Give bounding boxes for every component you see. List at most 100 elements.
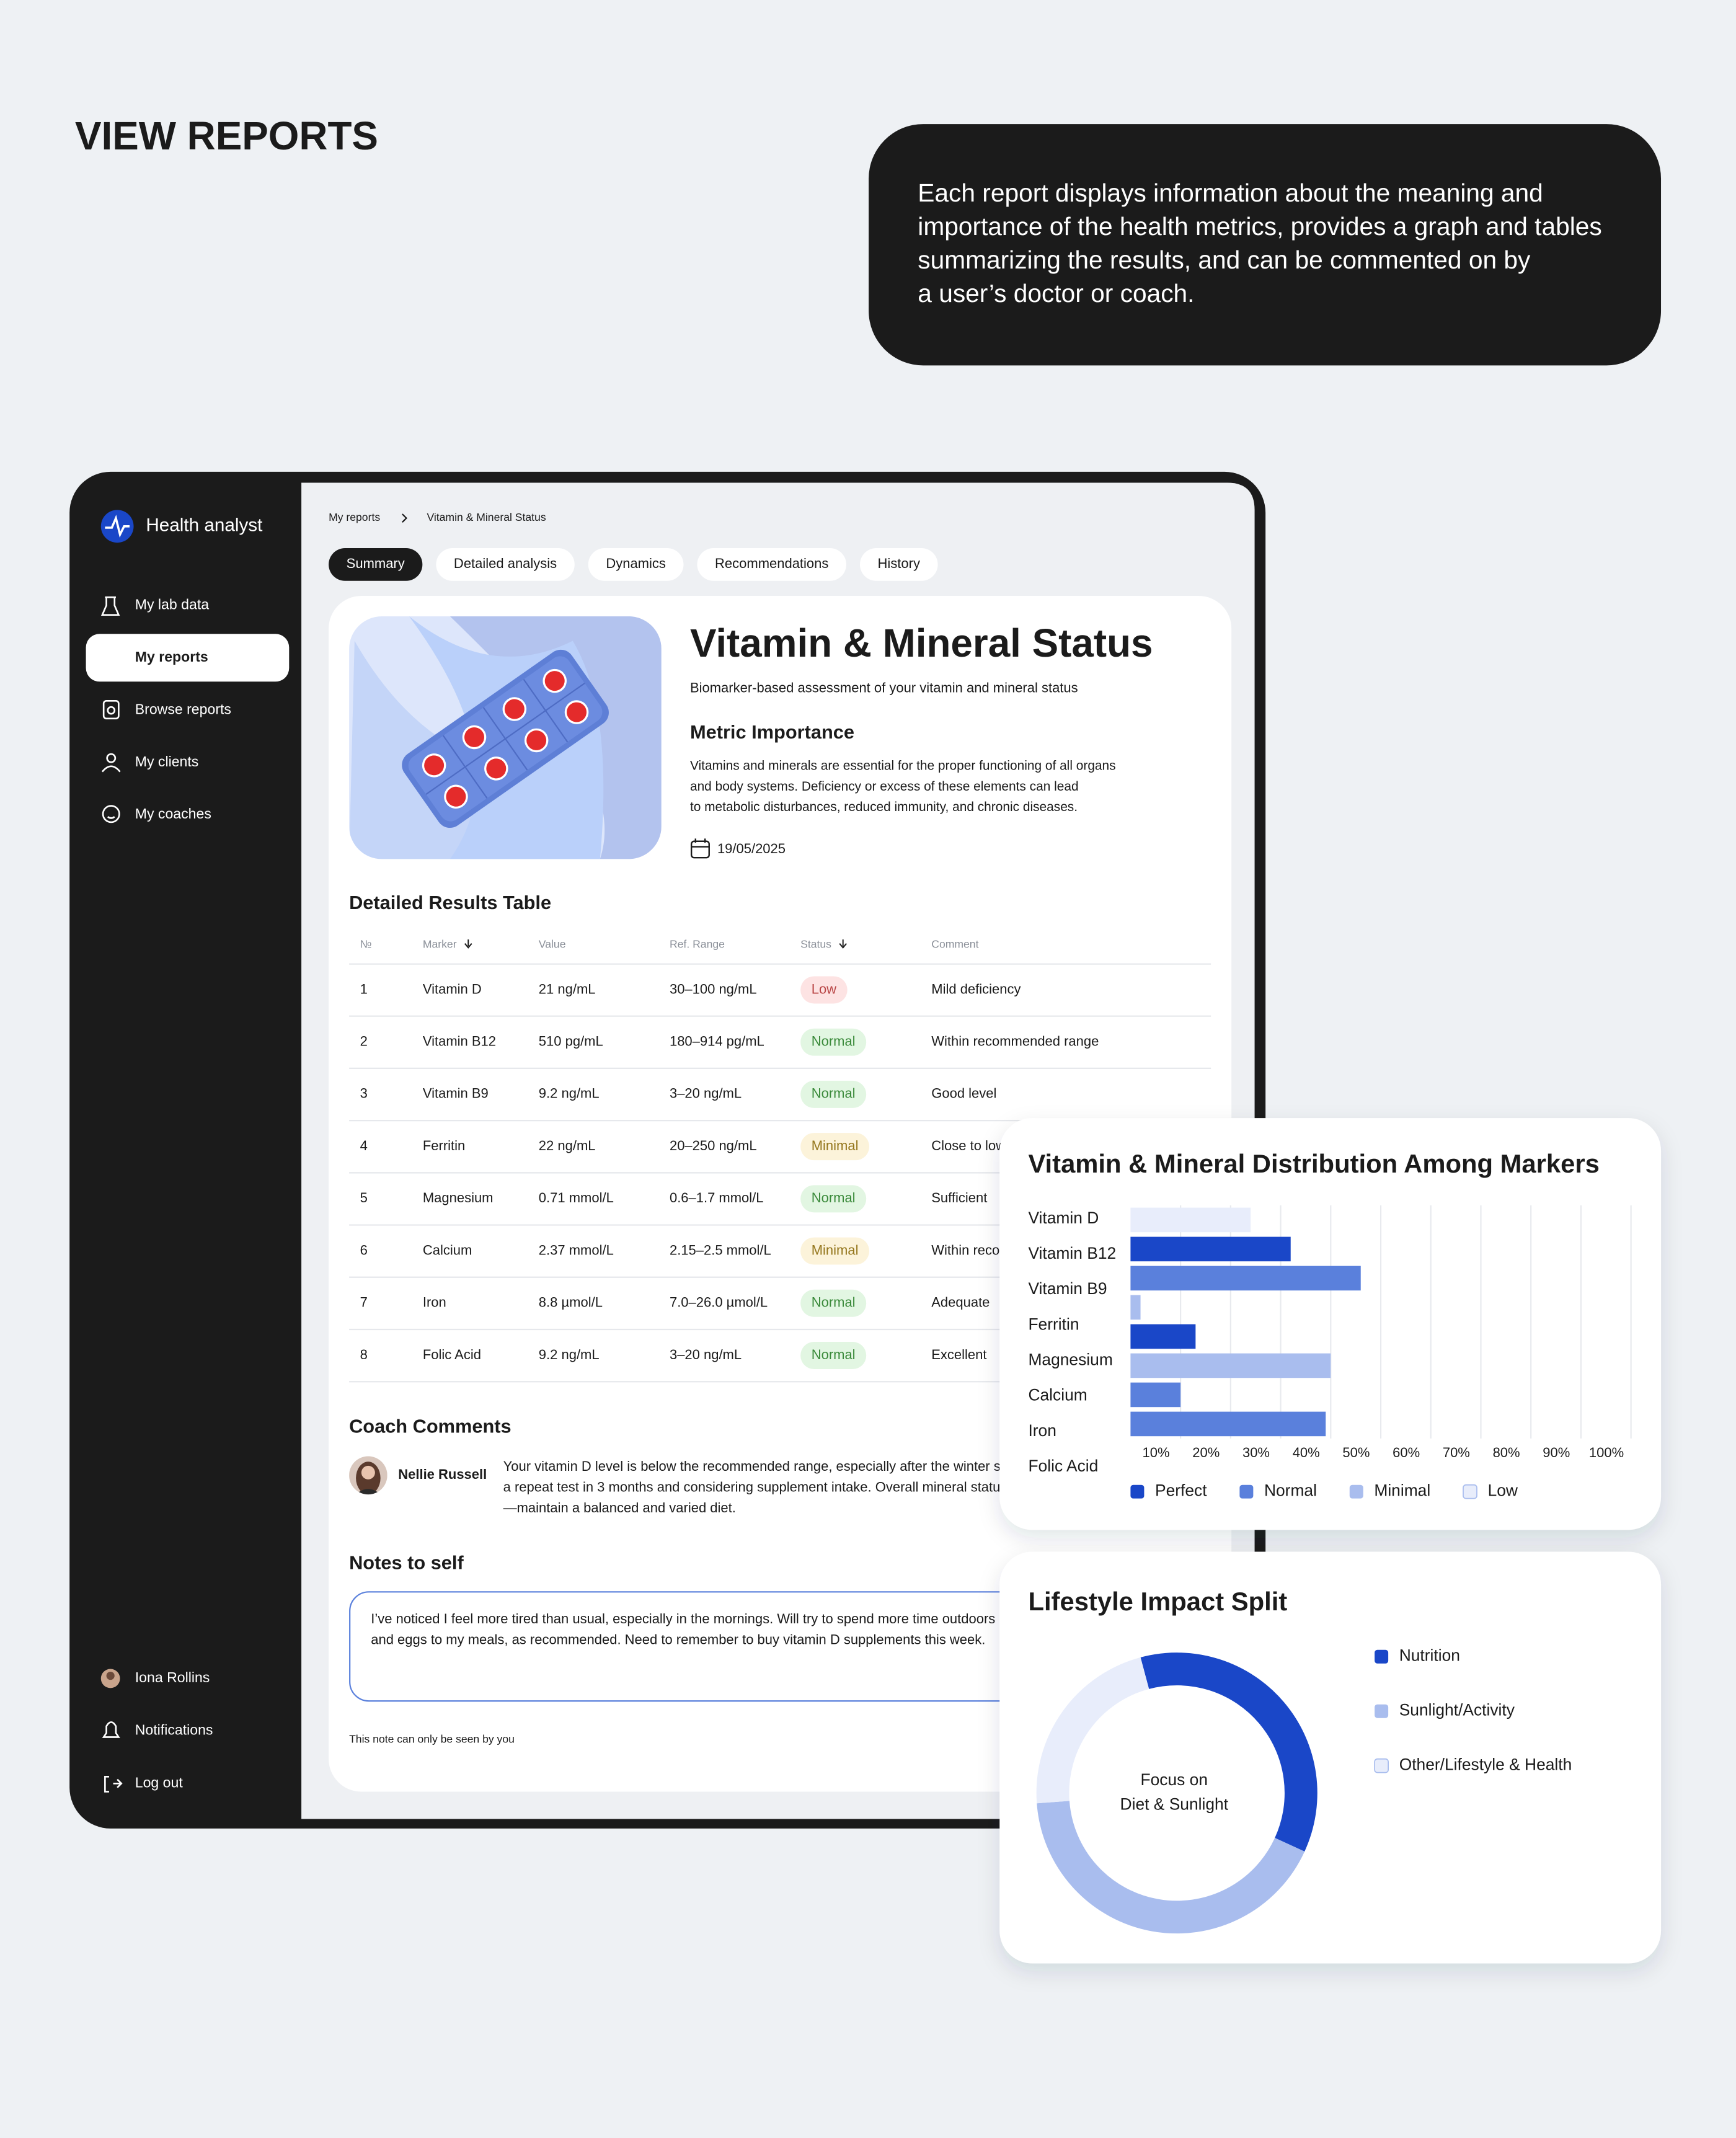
legend-swatch — [1349, 1484, 1363, 1499]
legend-label: Perfect — [1155, 1481, 1207, 1500]
report-subtitle: Biomarker-based assessment of your vitam… — [690, 680, 1078, 695]
status-label: Normal — [812, 1347, 856, 1362]
bar — [1130, 1353, 1331, 1378]
coach-text: Your vitamin D level is below the recomm… — [503, 1458, 1042, 1474]
status-label: Normal — [812, 1295, 856, 1310]
legend-swatch — [1374, 1758, 1389, 1773]
table-header: Ref. Range — [670, 938, 725, 951]
x-tick-label: 50% — [1342, 1445, 1370, 1460]
table-cell: Good level — [931, 1086, 996, 1101]
x-tick-label: 10% — [1143, 1445, 1170, 1460]
status-label: Normal — [812, 1033, 856, 1049]
status-label: Low — [812, 981, 836, 996]
sidebar-footer-item[interactable]: Notifications — [135, 1722, 213, 1738]
table-cell: Ferritin — [423, 1138, 465, 1153]
table-cell: Adequate — [931, 1295, 990, 1310]
table-cell: 8.8 µmol/L — [539, 1295, 603, 1310]
status-badge — [800, 1289, 867, 1317]
x-tick-label: 40% — [1293, 1445, 1320, 1460]
nav-item[interactable]: My lab data — [135, 596, 209, 612]
nav-item[interactable]: My clients — [135, 753, 199, 770]
legend-swatch — [1239, 1484, 1254, 1499]
x-tick-label: 60% — [1393, 1445, 1420, 1460]
tab-label: History — [878, 556, 920, 571]
table-cell: 22 ng/mL — [539, 1138, 596, 1153]
status-badge — [800, 1080, 867, 1108]
legend-swatch — [1130, 1484, 1145, 1499]
status-badge — [800, 1237, 870, 1265]
section-text: Vitamins and minerals are essential for … — [690, 758, 1116, 773]
sidebar-footer-item[interactable]: Iona Rollins — [135, 1669, 210, 1685]
tab[interactable] — [588, 548, 684, 581]
info-text: summarizing the results, and can be comm… — [918, 246, 1531, 274]
nav-item[interactable]: My coaches — [135, 805, 211, 822]
coach-title: Coach Comments — [349, 1415, 512, 1437]
donut-segment — [1140, 1652, 1318, 1852]
tab-label: Detailed analysis — [454, 556, 557, 571]
bar — [1130, 1295, 1141, 1320]
tab-label: Recommendations — [715, 556, 828, 571]
y-tick-label: Magnesium — [1028, 1351, 1112, 1369]
tab[interactable] — [436, 548, 575, 581]
bar — [1130, 1207, 1251, 1233]
tab-label: Dynamics — [606, 556, 666, 571]
coach-text: —maintain a balanced and varied diet. — [503, 1500, 736, 1515]
nav-active — [86, 634, 290, 682]
coach-name: Nellie Russell — [398, 1466, 487, 1482]
table-header: Status — [800, 938, 831, 951]
tab[interactable] — [859, 548, 938, 581]
status-badge — [800, 1185, 867, 1213]
table-cell: 6 — [360, 1242, 368, 1258]
table-cell: Folic Acid — [423, 1347, 481, 1362]
bar — [1130, 1324, 1196, 1349]
tab[interactable] — [329, 548, 423, 581]
status-badge — [800, 976, 848, 1004]
info-text: a user’s doctor or coach. — [918, 279, 1194, 308]
table-cell: 9.2 ng/mL — [539, 1347, 600, 1362]
sort-icon[interactable] — [839, 939, 847, 949]
table-cell: 20–250 ng/mL — [670, 1138, 757, 1153]
table-cell: 0.6–1.7 mmol/L — [670, 1190, 764, 1205]
table-header: Comment — [931, 938, 978, 951]
brand-name: Health analyst — [146, 515, 263, 536]
status-badge — [800, 1342, 867, 1369]
section-text: to metabolic disturbances, reduced immun… — [690, 800, 1078, 814]
tab[interactable] — [697, 548, 846, 581]
table-cell: Within recommended range — [931, 1033, 1099, 1049]
status-badge — [800, 1133, 870, 1161]
legend-swatch — [1375, 1649, 1389, 1664]
table-cell: 2.15–2.5 mmol/L — [670, 1242, 771, 1258]
info-text: Each report displays information about t… — [918, 179, 1543, 207]
sidebar-footer-item[interactable]: Log out — [135, 1774, 184, 1790]
sort-icon[interactable] — [464, 939, 472, 949]
report-title: Vitamin & Mineral Status — [690, 621, 1153, 665]
chart-title: Lifestyle Impact Split — [1028, 1587, 1287, 1616]
table-cell: 180–914 pg/mL — [670, 1033, 764, 1049]
table-cell: 0.71 mmol/L — [539, 1190, 614, 1205]
table-header: Value — [539, 938, 566, 951]
breadcrumb: My reports — [329, 511, 380, 523]
donut-center-label: Diet & Sunlight — [1120, 1794, 1229, 1813]
table-cell: 1 — [360, 981, 368, 996]
status-label: Minimal — [812, 1242, 859, 1258]
table-cell: 3–20 ng/mL — [670, 1086, 742, 1101]
table-cell: Excellent — [931, 1347, 986, 1362]
table-header: Marker — [423, 938, 457, 951]
table-title: Detailed Results Table — [349, 892, 551, 913]
nav-item[interactable]: Browse reports — [135, 701, 231, 717]
nav-item[interactable]: My reports — [135, 649, 208, 665]
notes-title: Notes to self — [349, 1551, 464, 1573]
table-cell: Iron — [423, 1295, 446, 1310]
user-avatar — [100, 1669, 120, 1688]
legend-label: Other/Lifestyle & Health — [1399, 1755, 1572, 1774]
table-cell: 7 — [360, 1295, 368, 1310]
info-text: importance of the health metrics, provid… — [918, 212, 1601, 241]
table-cell: Sufficient — [931, 1190, 987, 1205]
legend-label: Low — [1488, 1481, 1518, 1500]
legend-label: Sunlight/Activity — [1399, 1701, 1515, 1719]
notes-text: I’ve noticed I feel more tired than usua… — [371, 1611, 995, 1626]
calendar-icon — [690, 838, 710, 859]
bar — [1130, 1266, 1361, 1291]
tab-label: Summary — [347, 556, 405, 571]
